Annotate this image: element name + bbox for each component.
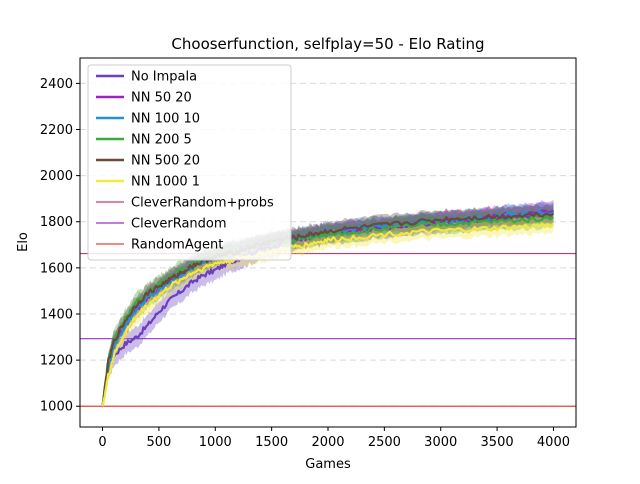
chart-title: Chooserfunction, selfplay=50 - Elo Ratin… <box>171 35 484 53</box>
y-tick-label: 1000 <box>40 400 73 415</box>
legend-label-cleverrandom-probs: CleverRandom+probs <box>131 196 274 211</box>
legend-label-nn-200-5: NN 200 5 <box>131 133 192 148</box>
x-tick-label: 1500 <box>255 435 288 450</box>
legend-label-nn-50-20: NN 50 20 <box>131 91 192 106</box>
x-tick-label: 4000 <box>537 435 570 450</box>
legend-label-cleverrandom: CleverRandom <box>131 217 227 232</box>
x-axis-ticks: 0 500 1000 1500 2000 2500 3000 3500 4000 <box>98 427 570 450</box>
x-tick-label: 1000 <box>199 435 232 450</box>
y-tick-label: 1800 <box>40 215 73 230</box>
legend-label-no-impala: No Impala <box>131 70 197 85</box>
y-tick-label: 2400 <box>40 77 73 92</box>
legend-label-nn-500-20: NN 500 20 <box>131 154 200 169</box>
legend-box <box>87 64 292 261</box>
x-tick-label: 2000 <box>311 435 344 450</box>
y-tick-label: 2200 <box>40 123 73 138</box>
x-axis-label: Games <box>305 457 351 472</box>
x-tick-label: 3500 <box>481 435 514 450</box>
x-tick-label: 500 <box>146 435 171 450</box>
y-tick-label: 1200 <box>40 354 73 369</box>
legend-label-randomagent: RandomAgent <box>131 238 223 253</box>
x-tick-label: 3000 <box>424 435 457 450</box>
y-axis-ticks: 1000 1200 1400 1600 1800 2000 2200 2400 <box>40 77 80 415</box>
y-tick-label: 1600 <box>40 261 73 276</box>
y-tick-label: 2000 <box>40 169 73 184</box>
legend: No Impala NN 50 20 NN 100 10 NN 200 5 NN 500… <box>87 64 292 261</box>
x-tick-label: 2500 <box>368 435 401 450</box>
y-axis-label: Elo <box>16 232 31 252</box>
legend-label-nn-1000-1: NN 1000 1 <box>131 175 200 190</box>
legend-label-nn-100-10: NN 100 10 <box>131 112 200 127</box>
x-tick-label: 0 <box>98 435 106 450</box>
y-tick-label: 1400 <box>40 307 73 322</box>
